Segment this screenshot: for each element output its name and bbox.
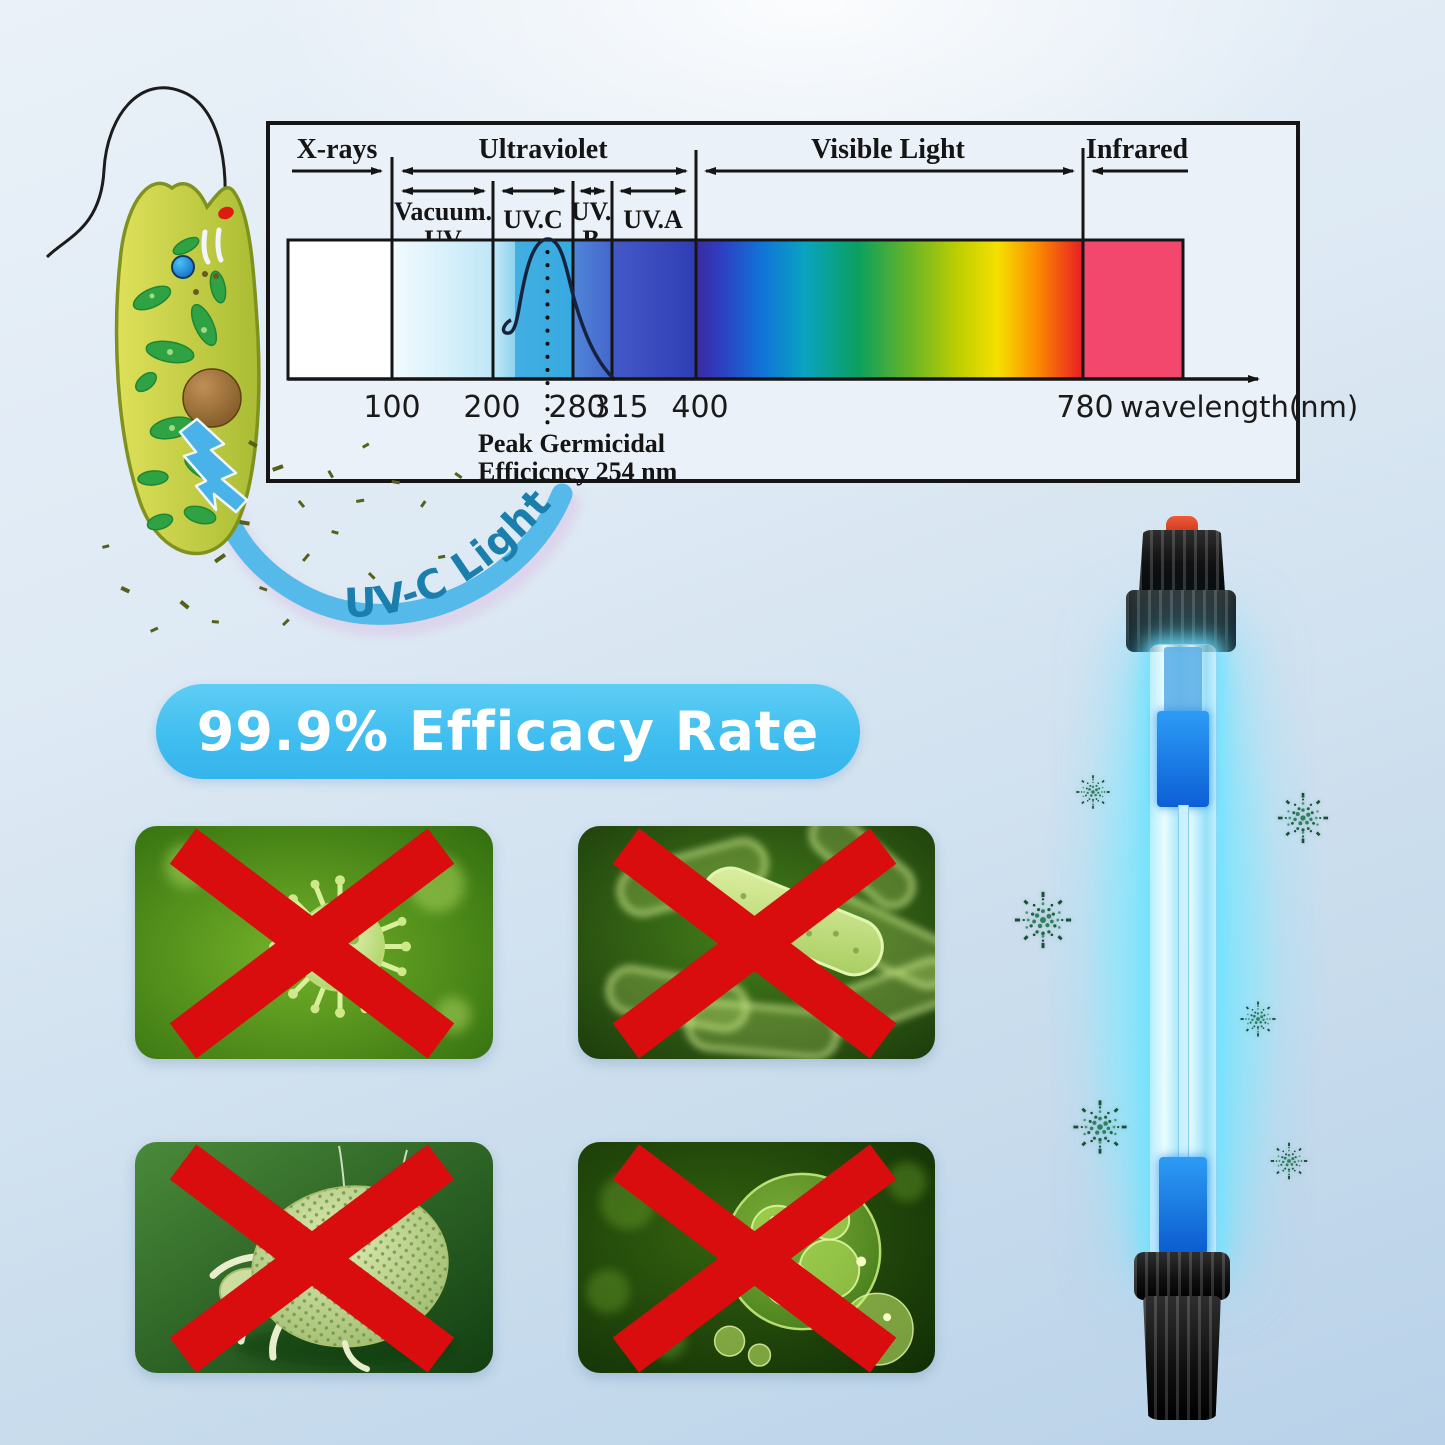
wavelength-axis-label: wavelength(nm)	[1120, 390, 1358, 424]
eyespot	[218, 206, 234, 220]
tick-315: 315	[591, 390, 648, 425]
lamp-electrode-top	[1157, 711, 1209, 807]
peak-annotation-line1: Peak Germicidal	[478, 429, 665, 458]
spectrum-bar	[286, 238, 1185, 381]
gullet	[201, 227, 224, 265]
algae-photo	[578, 1142, 935, 1373]
tick-400: 400	[671, 390, 728, 425]
lamp-top-cap-lower	[1126, 590, 1236, 652]
dust-mite-photo	[135, 1142, 493, 1373]
segment-xray	[288, 240, 392, 379]
sub-label-uva: UV.A	[623, 205, 683, 234]
debris-particles	[101, 440, 463, 633]
sub-label-vacuum-uv-l1: Vacuum.	[394, 197, 492, 226]
sub-label-uvc: UV.C	[503, 205, 562, 234]
tick-200: 200	[463, 390, 520, 425]
virus-particle	[1076, 775, 1110, 809]
tick-780: 780	[1056, 390, 1113, 425]
peak-annotation-line2: Efficicncy 254 nm	[478, 457, 678, 486]
flagellum	[45, 86, 227, 259]
crossed-image-bacteria	[578, 826, 935, 1059]
uvc-arc-arrow: UV-C Light	[210, 469, 581, 637]
red-x-mark	[169, 828, 455, 1059]
germicidal-curve	[501, 237, 617, 382]
euglena-illustration	[45, 86, 463, 633]
crossed-image-virus	[135, 826, 493, 1059]
virus-particle	[1014, 891, 1072, 949]
granules	[193, 271, 219, 295]
lamp-glass-tube	[1149, 644, 1217, 1262]
red-x-mark	[169, 1144, 455, 1373]
lamp-bottom-cap-body	[1143, 1296, 1221, 1420]
virus-particle	[1240, 1001, 1276, 1037]
lamp-bottom-cap-collar	[1134, 1252, 1230, 1300]
lamp-electrode-bottom	[1159, 1157, 1207, 1259]
lamp-inner-sleeve-top	[1164, 647, 1202, 715]
tick-100: 100	[363, 390, 420, 425]
nucleus	[182, 368, 242, 428]
virus-photo	[135, 826, 493, 1059]
red-x-mark	[612, 1144, 897, 1373]
lamp-top-cap-upper	[1139, 530, 1225, 592]
segment-visible	[696, 240, 1083, 379]
virus-particle	[1073, 1100, 1127, 1154]
segment-vacuum-uv	[392, 240, 493, 379]
band-label-visible-light: Visible Light	[811, 134, 965, 165]
segment-uva	[612, 240, 696, 379]
uv-strike-arrow	[178, 417, 249, 514]
lamp-support-rod	[1178, 805, 1189, 1161]
segment-infrared	[1083, 240, 1183, 379]
efficacy-banner-label: 99.9% Efficacy Rate	[196, 700, 820, 763]
band-label-infrared: Infrared	[1086, 134, 1189, 165]
division-lines	[390, 148, 1085, 379]
band-label-ultraviolet: Ultraviolet	[478, 134, 608, 165]
tick-280: 280	[548, 390, 605, 425]
spectrum-diagram: X-rays Ultraviolet Visible Light Infrare…	[266, 121, 1358, 486]
segment-uvb	[573, 240, 612, 379]
efficacy-banner: 99.9% Efficacy Rate	[156, 684, 860, 779]
bacteria-photo	[578, 826, 935, 1059]
blue-granule	[171, 255, 195, 279]
red-x-mark	[612, 828, 897, 1059]
sub-label-uvb-l1: UV.	[571, 197, 612, 226]
band-label-xrays: X-rays	[297, 134, 378, 165]
crossed-image-algae	[578, 1142, 935, 1373]
virus-particle	[1277, 792, 1329, 844]
crossed-image-dust-mite	[135, 1142, 493, 1373]
virus-particle	[1270, 1142, 1308, 1180]
